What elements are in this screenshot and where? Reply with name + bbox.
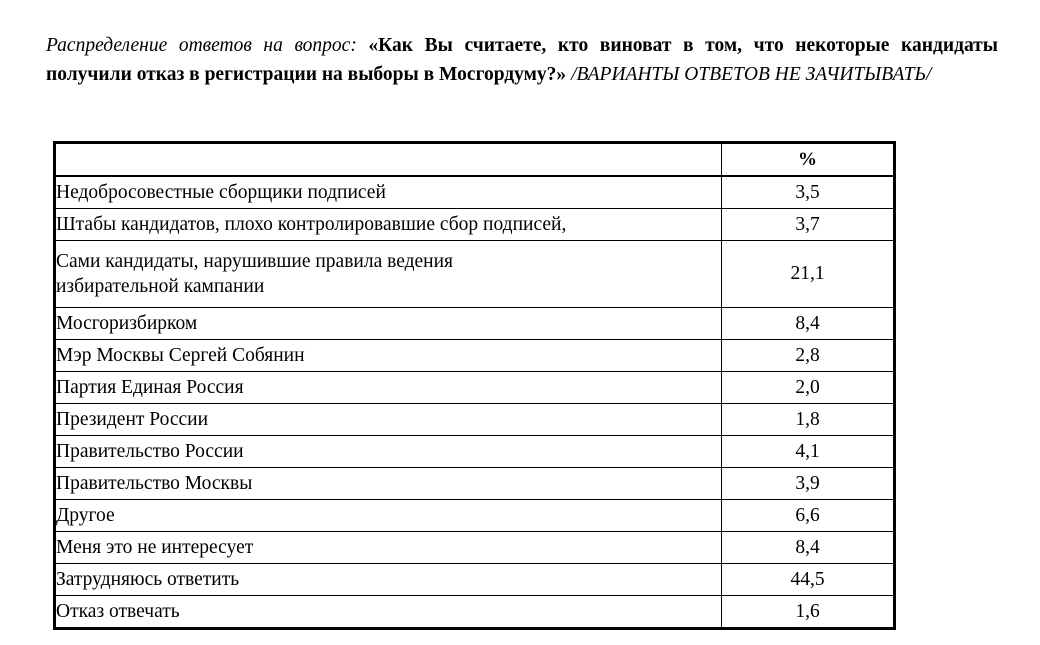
answer-label: Сами кандидаты, нарушившие правила веден… bbox=[54, 240, 722, 308]
column-header-percent: % bbox=[721, 142, 895, 177]
answer-percent-value: 8,4 bbox=[721, 531, 895, 564]
answer-label: Отказ отвечать bbox=[54, 595, 722, 629]
table-row: Отказ отвечать 1,6 bbox=[54, 595, 895, 629]
table-row: Правительство Москвы 3,9 bbox=[54, 467, 895, 500]
answer-label: Правительство России bbox=[54, 435, 722, 468]
answer-percent-value: 21,1 bbox=[721, 240, 895, 308]
column-header-answer bbox=[54, 142, 722, 177]
table-row: Сами кандидаты, нарушившие правила веден… bbox=[54, 240, 895, 308]
results-table: % Недобросовестные сборщики подписей 3,5 Ш… bbox=[53, 141, 896, 630]
answer-percent-value: 1,6 bbox=[721, 595, 895, 629]
answer-label: Президент России bbox=[54, 403, 722, 436]
answer-label: Штабы кандидатов, плохо контролировавшие… bbox=[54, 208, 722, 241]
title-question-text: «Как Вы считаете, кто виноват в том, что… bbox=[46, 35, 998, 85]
table-row: Другое 6,6 bbox=[54, 499, 895, 532]
table-header-row: % bbox=[54, 142, 895, 177]
answer-percent-value: 3,7 bbox=[721, 208, 895, 241]
table-row: Штабы кандидатов, плохо контролировавшие… bbox=[54, 208, 895, 241]
title-instruction-text: /ВАРИАНТЫ ОТВЕТОВ НЕ ЗАЧИТЫВАТЬ/ bbox=[571, 64, 932, 85]
answer-percent-value: 2,0 bbox=[721, 371, 895, 404]
answer-label: Мэр Москвы Сергей Собянин bbox=[54, 339, 722, 372]
table-body: Недобросовестные сборщики подписей 3,5 Шта… bbox=[54, 175, 895, 629]
answer-label: Меня это не интересует bbox=[54, 531, 722, 564]
answer-percent-value: 8,4 bbox=[721, 307, 895, 340]
answer-percent-value: 2,8 bbox=[721, 339, 895, 372]
answer-percent-value: 3,5 bbox=[721, 175, 895, 209]
answer-percent-value: 1,8 bbox=[721, 403, 895, 436]
table-row: Меня это не интересует 8,4 bbox=[54, 531, 895, 564]
page-title: Распределение ответов на вопрос: «Как Вы… bbox=[46, 31, 998, 89]
answer-percent-value: 4,1 bbox=[721, 435, 895, 468]
table-row: Мосгоризбирком 8,4 bbox=[54, 307, 895, 340]
answer-label: Затрудняюсь ответить bbox=[54, 563, 722, 596]
table-row: Партия Единая Россия 2,0 bbox=[54, 371, 895, 404]
answer-label: Партия Единая Россия bbox=[54, 371, 722, 404]
title-space-1 bbox=[357, 35, 369, 56]
answer-percent-value: 44,5 bbox=[721, 563, 895, 596]
table-row: Недобросовестные сборщики подписей 3,5 bbox=[54, 175, 895, 209]
title-intro-text: Распределение ответов на вопрос: bbox=[46, 35, 357, 56]
table-row: Затрудняюсь ответить 44,5 bbox=[54, 563, 895, 596]
answer-label: Мосгоризбирком bbox=[54, 307, 722, 340]
answer-label: Другое bbox=[54, 499, 722, 532]
table-row: Мэр Москвы Сергей Собянин 2,8 bbox=[54, 339, 895, 372]
answer-percent-value: 6,6 bbox=[721, 499, 895, 532]
table-header: % bbox=[54, 142, 895, 177]
results-table-container: % Недобросовестные сборщики подписей 3,5 Ш… bbox=[53, 141, 896, 630]
table-row: Правительство России 4,1 bbox=[54, 435, 895, 468]
table-row: Президент России 1,8 bbox=[54, 403, 895, 436]
answer-label: Правительство Москвы bbox=[54, 467, 722, 500]
answer-percent-value: 3,9 bbox=[721, 467, 895, 500]
answer-label: Недобросовестные сборщики подписей bbox=[54, 175, 722, 209]
